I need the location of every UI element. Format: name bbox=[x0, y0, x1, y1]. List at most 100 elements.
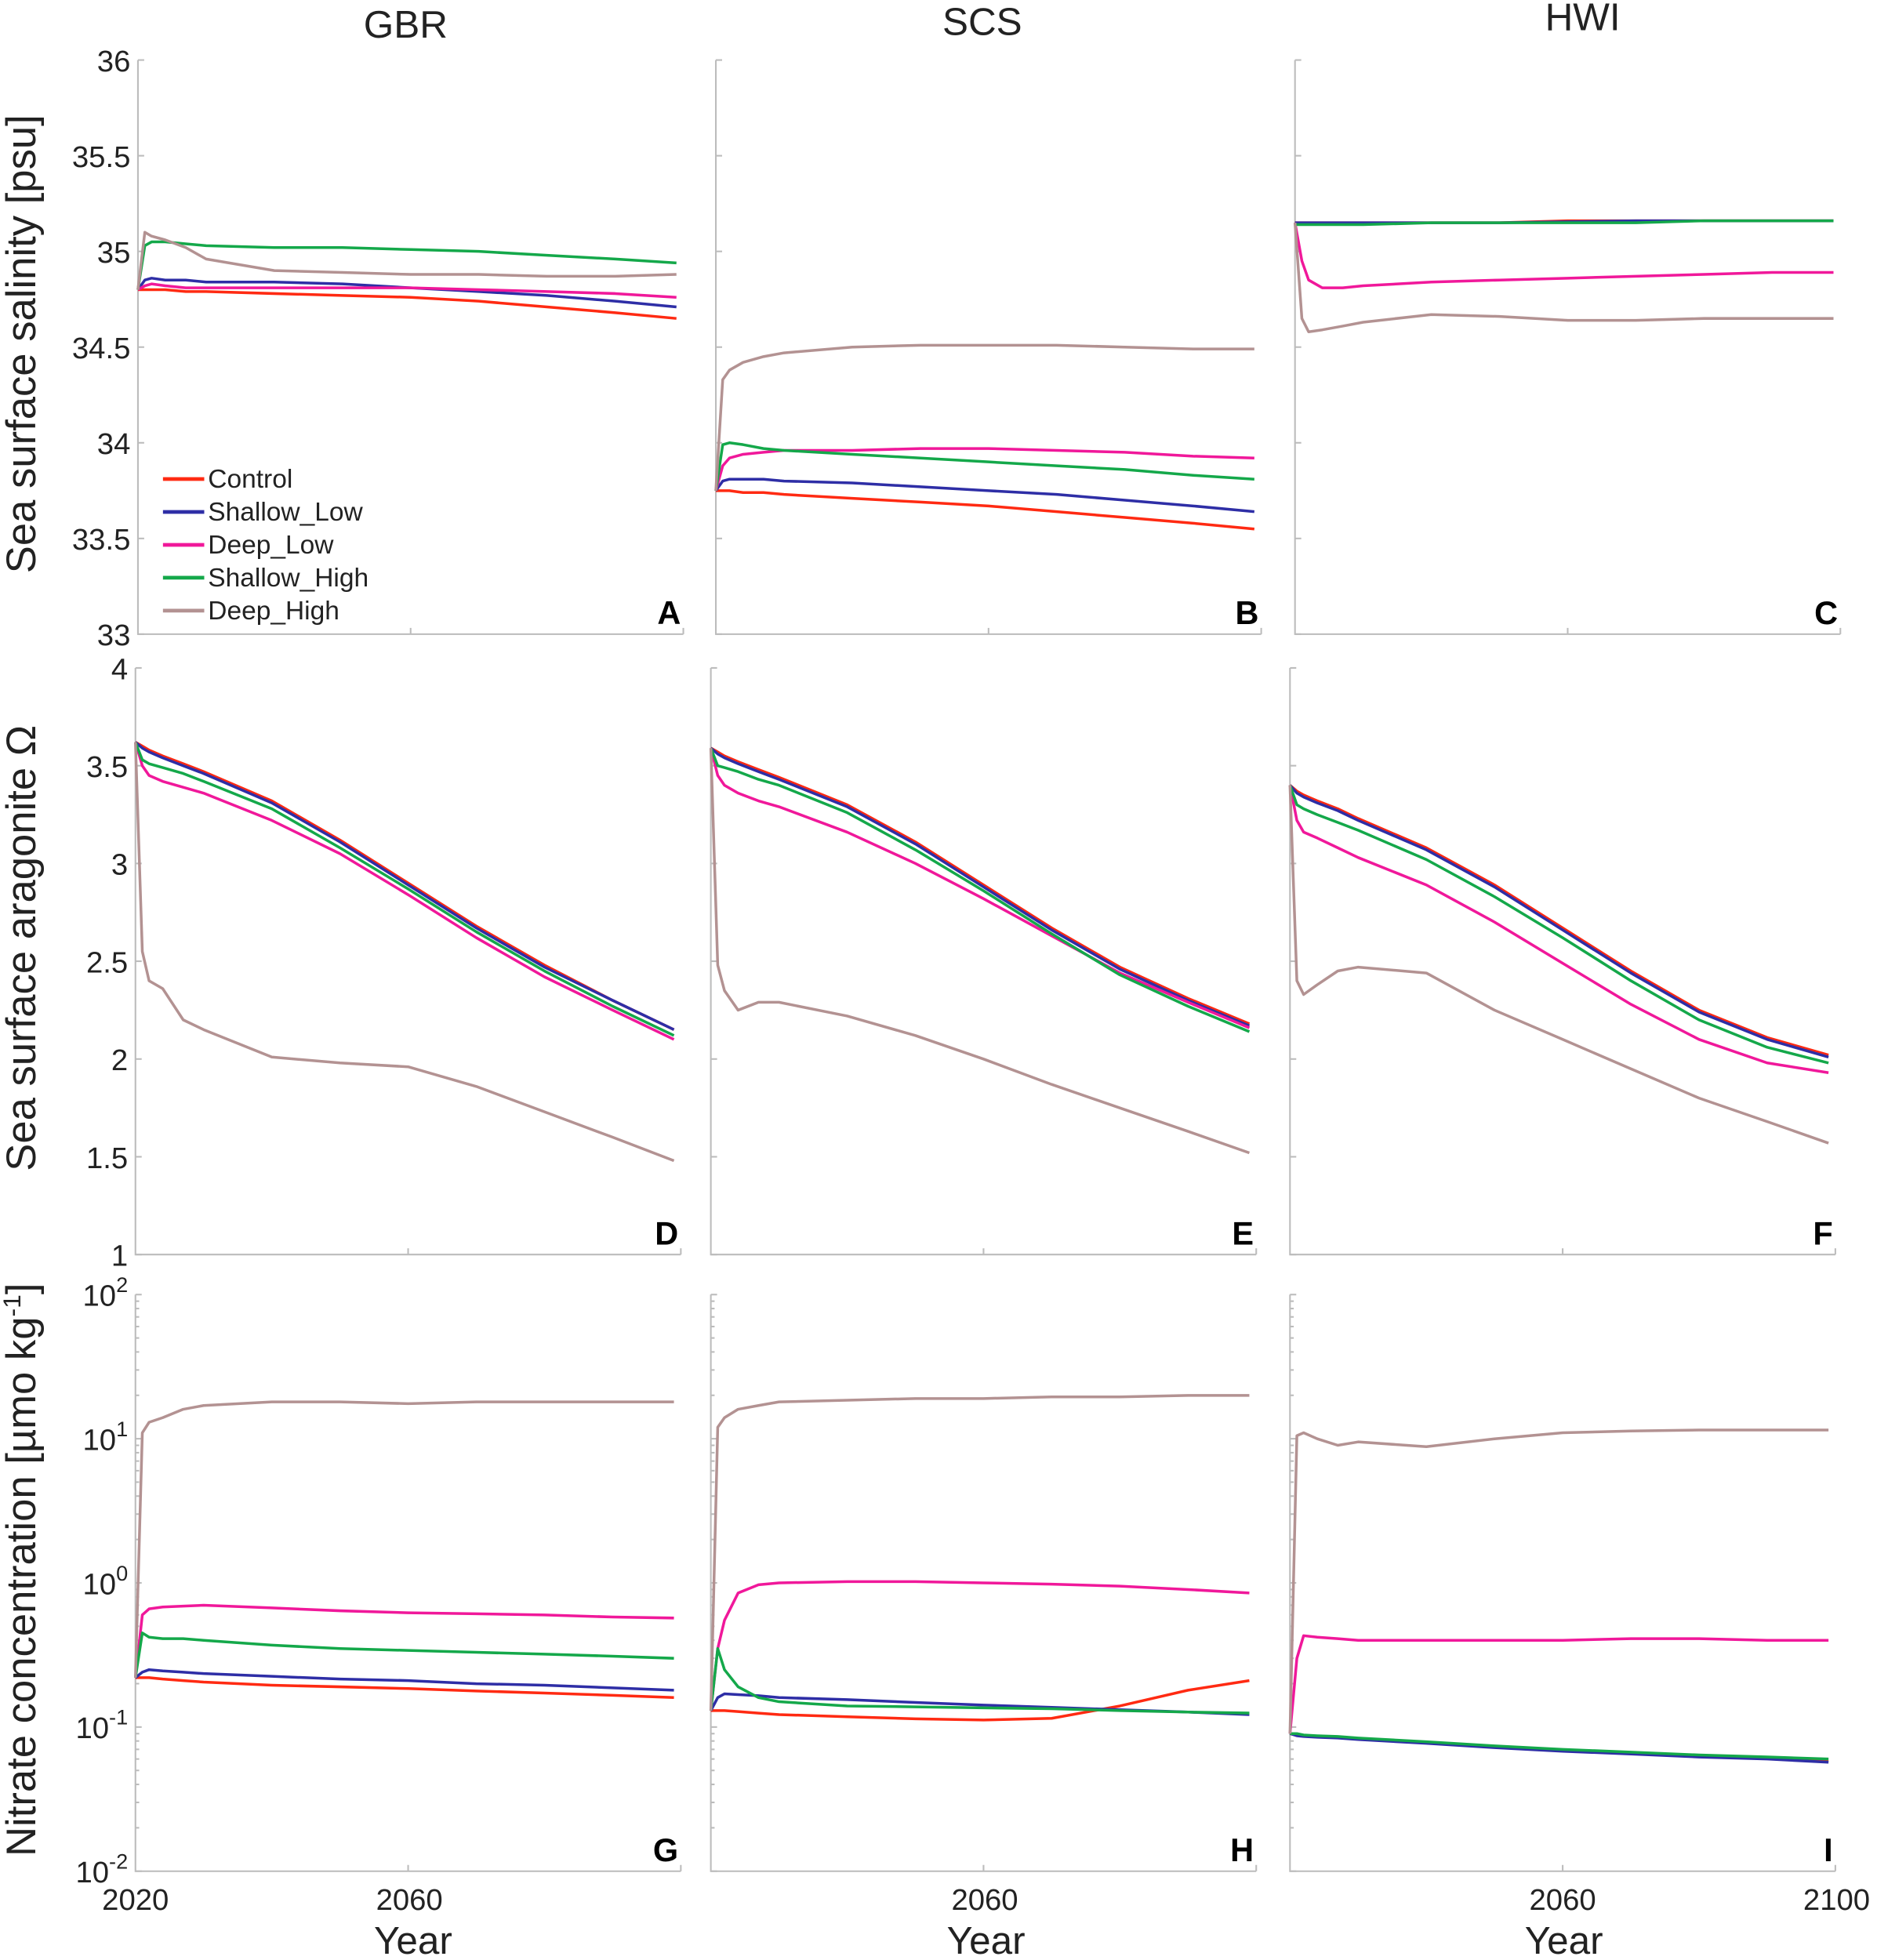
series-line-shallow-high bbox=[1290, 1732, 1829, 1761]
column-title-hwi: HWI bbox=[1545, 0, 1621, 38]
panel-letter: D bbox=[655, 1214, 678, 1251]
series-line-shallow-high bbox=[709, 1646, 1250, 1715]
y-tick-label: 2 bbox=[111, 1044, 128, 1077]
panel-h: H bbox=[709, 1294, 1258, 1872]
y-tick-label: 33.5 bbox=[72, 523, 130, 557]
x-tick-label: 2060 bbox=[1530, 1883, 1596, 1917]
series-line-deep-low bbox=[137, 282, 677, 299]
series-line-shallow-low bbox=[1288, 784, 1829, 1058]
ylabel-nitrate-text: Nitrate concentration [µmo kg bbox=[0, 1316, 45, 1856]
y-tick-label-exp: -2 bbox=[109, 1849, 128, 1874]
series-line-shallow-low bbox=[134, 741, 675, 1031]
y-tick-label-base: 10 bbox=[83, 1567, 117, 1601]
legend-label: Deep_Low bbox=[208, 531, 334, 560]
y-tick-label: 100 bbox=[83, 1561, 129, 1602]
axis-lines bbox=[1294, 60, 1841, 635]
y-tick-label-exp: 0 bbox=[116, 1561, 128, 1585]
y-tick-label: 35 bbox=[97, 236, 131, 270]
panel-i: I bbox=[1288, 1294, 1836, 1872]
legend-label: Deep_High bbox=[208, 597, 339, 626]
series-line-shallow-low bbox=[710, 746, 1251, 1028]
series-line-deep-low bbox=[1293, 222, 1834, 289]
series-line-control bbox=[1289, 784, 1829, 1057]
series-line-deep-high bbox=[133, 742, 675, 1163]
y-tick-label: 101 bbox=[83, 1417, 129, 1457]
x-tick-label: 2020 bbox=[102, 1883, 169, 1917]
series-line-deep-low bbox=[134, 742, 675, 1041]
panel-letter: E bbox=[1232, 1214, 1254, 1251]
axis-lines bbox=[136, 60, 684, 635]
column-title-scs: SCS bbox=[942, 1, 1022, 44]
panel-d: 1 1.5 2 2.5 3 3.5 4 D bbox=[86, 652, 682, 1273]
series-line-shallow-high bbox=[134, 1632, 674, 1679]
panel-letter: G bbox=[653, 1831, 678, 1868]
series-line-shallow-high bbox=[1294, 219, 1834, 227]
series-line-shallow-low bbox=[1289, 1732, 1829, 1764]
series-line-deep-high bbox=[136, 230, 677, 290]
y-tick-label: 2.5 bbox=[86, 946, 128, 979]
panel-f: F bbox=[1288, 666, 1836, 1256]
panel-letter: C bbox=[1814, 594, 1838, 631]
axis-lines bbox=[710, 667, 1257, 1256]
series-line-deep-high bbox=[709, 748, 1251, 1155]
panel-letter: B bbox=[1235, 594, 1258, 631]
series-line-control bbox=[137, 288, 677, 320]
y-tick-label: 102 bbox=[83, 1272, 129, 1313]
panel-letter: H bbox=[1230, 1831, 1254, 1868]
axis-lines bbox=[714, 60, 1262, 635]
series-line-shallow-low bbox=[136, 277, 677, 309]
axis-lines bbox=[134, 1294, 681, 1872]
series-line-control bbox=[716, 489, 1255, 531]
panel-letter: F bbox=[1813, 1214, 1832, 1251]
ylabel-salinity: Sea surface salinity [psu] bbox=[0, 114, 45, 573]
xlabel-col1: Year bbox=[374, 1919, 452, 1960]
ylabel-nitrate-tail: ] bbox=[0, 1283, 45, 1295]
y-tick-label-exp: 1 bbox=[116, 1417, 128, 1441]
series-line-deep-high bbox=[709, 1394, 1250, 1711]
axis-lines bbox=[1289, 1294, 1835, 1872]
legend-label: Control bbox=[208, 465, 292, 494]
series-line-deep-high bbox=[1288, 1428, 1829, 1734]
series-line-deep-high bbox=[1288, 785, 1829, 1145]
panel-b: B bbox=[714, 59, 1262, 635]
y-tick-label: 1.5 bbox=[86, 1142, 128, 1175]
ylabel-nitrate: Nitrate concentration [µmo kg-1] bbox=[0, 1283, 45, 1857]
panel-letter: I bbox=[1824, 1831, 1833, 1868]
y-tick-label-base: 10 bbox=[83, 1279, 117, 1313]
y-tick-label-base: 10 bbox=[75, 1711, 109, 1745]
legend-label: Shallow_Low bbox=[208, 498, 363, 527]
legend: Control Shallow_Low Deep_Low Shallow_High De… bbox=[162, 465, 369, 626]
series-line-deep-low bbox=[709, 747, 1251, 1029]
column-title-gbr: GBR bbox=[364, 3, 448, 46]
series-line-deep-low bbox=[709, 1580, 1250, 1711]
series-line-deep-low bbox=[714, 447, 1254, 492]
axis-lines bbox=[1289, 667, 1835, 1256]
series-line-control bbox=[710, 1679, 1250, 1722]
y-tick-label: 10-1 bbox=[75, 1705, 128, 1746]
series-line-deep-high bbox=[1293, 223, 1834, 334]
series-line-deep-high bbox=[133, 1400, 674, 1678]
series-line-deep-high bbox=[714, 343, 1254, 491]
series-line-shallow-high bbox=[714, 441, 1254, 492]
x-tick-label: 2060 bbox=[951, 1883, 1018, 1917]
xlabel-col2: Year bbox=[947, 1919, 1026, 1960]
x-tick-label: 2060 bbox=[376, 1883, 443, 1917]
series-line-deep-low bbox=[1288, 785, 1829, 1074]
panel-c: C bbox=[1293, 59, 1842, 635]
y-tick-label: 34 bbox=[97, 427, 131, 461]
y-tick-label: 4 bbox=[111, 652, 128, 686]
ylabel-aragonite: Sea surface aragonite Ω bbox=[0, 725, 45, 1171]
series-line-shallow-high bbox=[134, 742, 675, 1037]
axis-lines bbox=[134, 667, 681, 1256]
y-tick-label: 3 bbox=[111, 848, 128, 882]
series-line-shallow-low bbox=[714, 477, 1255, 514]
y-tick-label: 1 bbox=[111, 1240, 128, 1273]
series-line-deep-low bbox=[134, 1603, 674, 1679]
y-tick-label-exp: 2 bbox=[116, 1272, 128, 1297]
series-line-shallow-high bbox=[710, 747, 1251, 1033]
y-tick-label-exp: -1 bbox=[109, 1705, 128, 1730]
y-tick-label: 33 bbox=[97, 619, 131, 652]
series-line-shallow-high bbox=[1288, 785, 1829, 1065]
